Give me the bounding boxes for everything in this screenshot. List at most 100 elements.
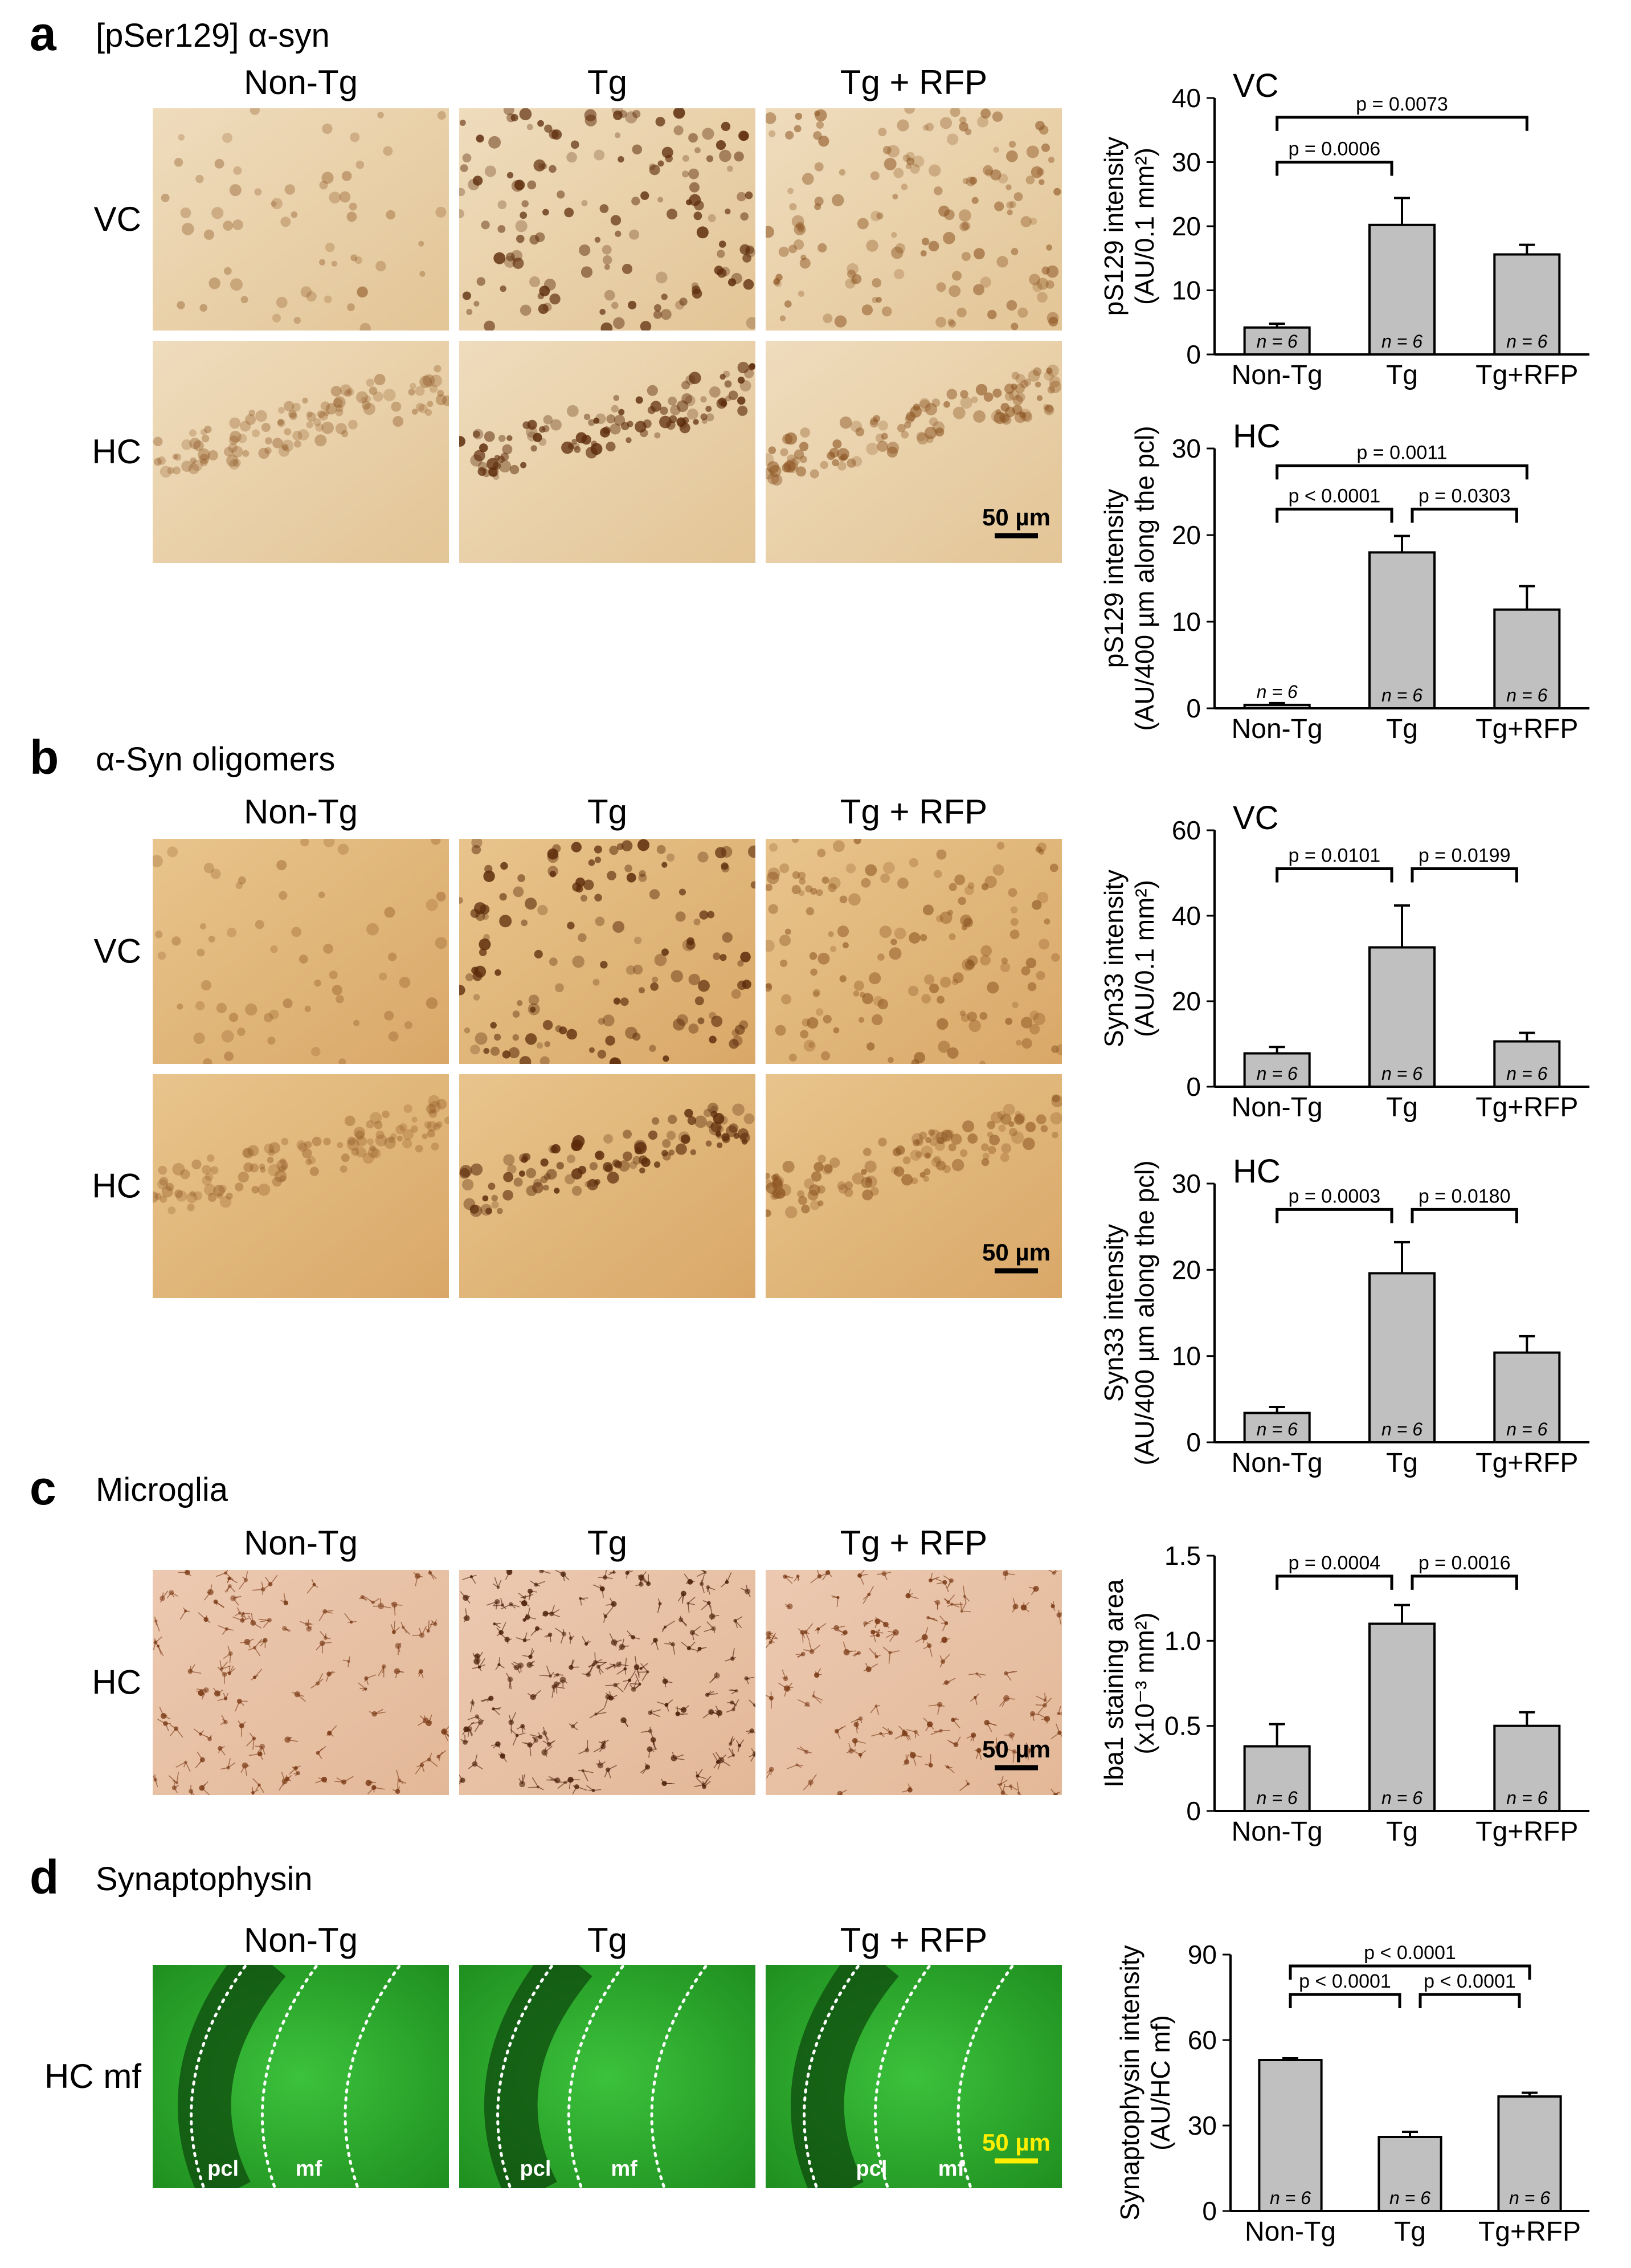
microglia-process xyxy=(805,1623,814,1633)
microglia-process xyxy=(747,1730,753,1735)
stained-cell xyxy=(477,467,487,476)
stained-cell xyxy=(953,406,966,419)
microglia-process xyxy=(810,1576,820,1584)
stained-cell xyxy=(682,939,694,952)
microglia-process xyxy=(171,1592,178,1597)
stained-cell xyxy=(845,863,856,874)
stained-cell xyxy=(521,200,529,207)
stained-cell xyxy=(717,1125,724,1133)
y-tick-label: 0 xyxy=(1202,2196,1217,2226)
microglia-process xyxy=(713,1761,719,1769)
stained-cell xyxy=(816,889,823,896)
stained-cell xyxy=(497,455,505,463)
microglia-process xyxy=(728,1748,734,1756)
microglia-process xyxy=(665,1680,673,1683)
microglia-process xyxy=(416,1764,422,1768)
stained-cell xyxy=(708,214,716,222)
microglia-process xyxy=(672,1644,676,1655)
microglia-process xyxy=(1005,1671,1017,1674)
microglia-process xyxy=(154,1641,159,1646)
microglia-process xyxy=(692,1632,699,1637)
stained-cell xyxy=(437,390,444,397)
stained-cell xyxy=(923,1168,931,1176)
stained-cell xyxy=(890,939,897,945)
stained-cell xyxy=(484,864,493,874)
microglia-process xyxy=(944,1638,950,1641)
stained-cell xyxy=(832,439,842,449)
microglia-process xyxy=(636,1667,640,1676)
stained-cell xyxy=(895,243,906,254)
stained-cell xyxy=(257,1183,271,1196)
stained-cell xyxy=(419,376,432,389)
stained-cell xyxy=(604,1164,614,1173)
x-tick-label: Tg xyxy=(1394,2217,1426,2247)
microglia-process xyxy=(415,1764,423,1775)
stained-cell xyxy=(557,190,565,199)
layer-boundary xyxy=(803,1965,861,2188)
stained-cell xyxy=(229,184,242,197)
stained-cell xyxy=(824,1164,833,1173)
stained-cell xyxy=(604,264,610,270)
microglia-process xyxy=(1027,1750,1031,1761)
y-axis-label: (AU/400 µm along the pcl) xyxy=(1130,1160,1159,1465)
y-tick-label: 0 xyxy=(1186,1796,1201,1826)
stained-cell xyxy=(1006,300,1017,311)
bar xyxy=(1258,2059,1323,2212)
microglia-process xyxy=(882,1646,890,1653)
stained-cell xyxy=(1021,1038,1032,1049)
microglia-process xyxy=(577,1786,588,1791)
stained-cell xyxy=(271,198,283,210)
stained-cell xyxy=(798,890,805,896)
tissue-texture xyxy=(766,839,1062,1064)
stained-cell xyxy=(578,933,587,943)
microglia-process xyxy=(551,1605,555,1614)
microglia-process xyxy=(513,1661,521,1666)
microglia-process xyxy=(562,1573,570,1581)
microglia-process xyxy=(297,1694,306,1702)
stained-cell xyxy=(929,164,941,177)
stained-cell xyxy=(190,457,197,464)
stained-cell xyxy=(939,117,953,129)
stained-cell xyxy=(1043,404,1049,410)
stained-cell xyxy=(337,1142,344,1149)
stained-cell xyxy=(714,266,723,275)
microglia-process xyxy=(362,1597,366,1601)
stained-cell xyxy=(410,382,416,390)
stained-cell xyxy=(745,245,754,255)
stained-cell xyxy=(497,200,507,210)
microglia-process xyxy=(860,1755,861,1759)
microglia-process xyxy=(418,1671,422,1677)
stained-cell xyxy=(361,397,367,403)
stained-cell xyxy=(980,954,991,966)
microglia-process xyxy=(368,1782,377,1784)
stained-cell xyxy=(160,466,172,478)
microglia-process xyxy=(471,1576,476,1584)
stained-cell xyxy=(960,914,972,927)
microglia-process xyxy=(364,1596,374,1603)
microglia-process xyxy=(476,1716,480,1722)
stained-cell xyxy=(720,954,727,961)
stained-cell xyxy=(1031,166,1043,178)
stained-cell xyxy=(626,437,632,443)
microglia-process xyxy=(864,1623,866,1627)
microglia-process xyxy=(399,1780,407,1784)
microglia-process xyxy=(595,1659,603,1663)
stained-cell xyxy=(278,446,290,457)
microglia-process xyxy=(665,1620,675,1627)
stained-cell xyxy=(178,134,185,141)
stained-cell xyxy=(519,1056,532,1064)
stained-cell xyxy=(499,893,507,901)
stained-cell xyxy=(975,384,988,396)
stained-cell xyxy=(383,146,393,156)
microglia-process xyxy=(953,1718,959,1720)
stained-cell xyxy=(989,1135,1000,1145)
microglia-process xyxy=(255,1784,260,1791)
stained-cell xyxy=(811,1171,822,1182)
stained-cell xyxy=(923,974,935,985)
stained-cell xyxy=(351,1148,359,1156)
microglia-process xyxy=(193,1728,201,1735)
stained-cell xyxy=(929,417,938,426)
stained-cell xyxy=(924,1152,931,1159)
microglia-process xyxy=(155,1636,162,1643)
stained-cell xyxy=(223,221,234,231)
